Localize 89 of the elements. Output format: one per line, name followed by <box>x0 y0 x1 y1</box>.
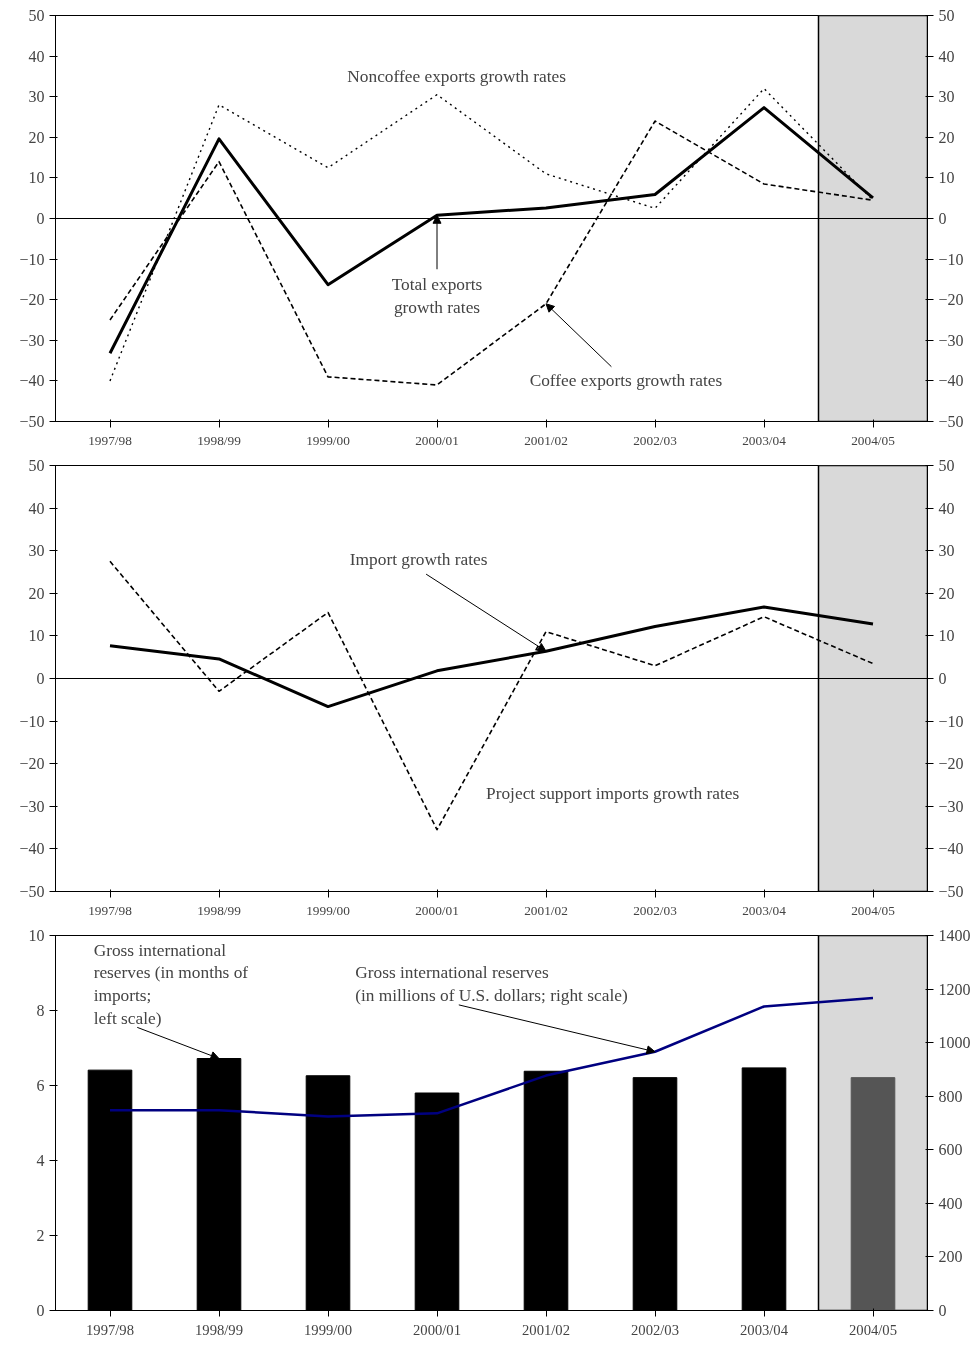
y-tick-label: 10 <box>28 927 45 944</box>
x-tick-label: 2001/02 <box>524 902 568 918</box>
annotation: Project support imports growth rates <box>486 784 740 804</box>
y2-tick-label: 10 <box>938 627 955 645</box>
y-tick-label: 50 <box>28 457 45 474</box>
y2-tick-label: 30 <box>938 88 955 106</box>
y2-tick-label: −30 <box>938 797 964 815</box>
y-tick-label: 30 <box>28 542 45 560</box>
x-tick-label: 2003/04 <box>742 432 787 448</box>
x-tick-label: 1997/98 <box>88 902 133 918</box>
y-tick-label: 40 <box>28 47 45 65</box>
x-tick-label: 2004/05 <box>848 1321 898 1338</box>
x-tick-label: 2002/03 <box>633 432 678 448</box>
x-tick-label: 2001/02 <box>521 1321 571 1338</box>
y-tick-label: −10 <box>19 712 45 730</box>
x-tick-label: 2004/05 <box>851 432 896 448</box>
y2-tick-label: 200 <box>938 1248 963 1266</box>
y-tick-label: 40 <box>28 499 45 517</box>
y2-tick-label: 0 <box>938 1302 947 1319</box>
x-tick-label: 2003/04 <box>742 902 787 918</box>
y-tick-label: −20 <box>19 755 45 773</box>
y2-tick-label: −30 <box>938 331 964 349</box>
y2-tick-label: 600 <box>938 1141 963 1159</box>
y2-tick-label: −10 <box>938 712 964 730</box>
x-tick-label: 2000/01 <box>415 902 459 918</box>
y2-tick-label: 20 <box>938 584 955 602</box>
x-tick-label: 1998/99 <box>197 902 242 918</box>
y2-tick-label: 1200 <box>938 980 971 998</box>
y2-tick-label: 20 <box>938 128 955 146</box>
y2-tick-label: −20 <box>938 291 964 309</box>
x-tick-label: 2001/02 <box>524 432 568 448</box>
y-tick-label: −30 <box>19 331 45 349</box>
y-tick-label: 20 <box>28 128 45 146</box>
x-tick-label: 1999/00 <box>306 902 351 918</box>
x-tick-label: 1998/99 <box>194 1321 244 1338</box>
y2-tick-label: −50 <box>938 883 964 900</box>
x-tick-label: 2000/01 <box>415 432 459 448</box>
y2-tick-label: −10 <box>938 250 964 268</box>
y-tick-label: 10 <box>28 169 45 187</box>
x-tick-label: 1997/98 <box>88 432 133 448</box>
y2-tick-label: −40 <box>938 840 964 858</box>
y2-tick-label: 30 <box>938 542 955 560</box>
x-tick-label: 2002/03 <box>630 1321 680 1338</box>
y-tick-label: 8 <box>36 1002 45 1019</box>
x-tick-label: 2003/04 <box>739 1321 789 1338</box>
y-tick-label: 20 <box>28 584 45 602</box>
y2-tick-label: −40 <box>938 372 964 390</box>
y-tick-label: 6 <box>36 1077 45 1094</box>
y2-tick-label: 40 <box>938 47 955 65</box>
y-tick-label: 10 <box>28 627 45 645</box>
y-tick-label: −30 <box>19 797 45 815</box>
y-tick-label: −40 <box>19 840 45 858</box>
y-tick-label: −50 <box>19 883 45 900</box>
y-tick-label: 4 <box>36 1152 45 1169</box>
y-tick-label: 30 <box>28 88 45 106</box>
x-tick-label: 1997/98 <box>85 1321 135 1338</box>
y-tick-label: 2 <box>36 1227 45 1244</box>
y2-tick-label: 50 <box>938 7 955 24</box>
y2-tick-label: 40 <box>938 499 955 517</box>
y2-tick-label: 800 <box>938 1087 963 1105</box>
y-tick-label: 0 <box>36 670 45 687</box>
y-tick-label: 50 <box>28 7 45 24</box>
y2-tick-label: −50 <box>938 413 964 430</box>
x-tick-label: 1998/99 <box>197 432 242 448</box>
x-tick-label: 2002/03 <box>633 902 678 918</box>
y-tick-label: −20 <box>19 291 45 309</box>
annotation: Gross international reserves (in months of imports; left scale) <box>93 940 249 1028</box>
annotation: Coffee exports growth rates <box>529 371 723 391</box>
annotation: Noncoffee exports growth rates <box>347 66 567 86</box>
x-tick-label: 1999/00 <box>306 432 351 448</box>
y2-tick-label: 400 <box>938 1194 963 1212</box>
annotation: Total exports growth rates <box>391 274 483 317</box>
x-tick-label: 1999/00 <box>303 1321 353 1338</box>
y2-tick-label: 50 <box>938 457 955 474</box>
y2-tick-label: 1400 <box>938 927 971 944</box>
y2-tick-label: 0 <box>938 670 947 687</box>
y2-tick-label: −20 <box>938 755 964 773</box>
y2-tick-label: 10 <box>938 169 955 187</box>
annotation: Gross international reserves (in millions of U.S. dollars; right scale) <box>355 963 628 1006</box>
y-tick-label: 0 <box>36 1302 45 1319</box>
y-tick-label: −10 <box>19 250 45 268</box>
y-tick-label: −50 <box>19 413 45 430</box>
y2-tick-label: 1000 <box>938 1034 971 1052</box>
y-tick-label: −40 <box>19 372 45 390</box>
x-tick-label: 2004/05 <box>851 902 896 918</box>
y2-tick-label: 0 <box>938 210 947 227</box>
x-tick-label: 2000/01 <box>412 1321 462 1338</box>
annotation: Import growth rates <box>349 549 488 569</box>
y-tick-label: 0 <box>36 210 45 227</box>
